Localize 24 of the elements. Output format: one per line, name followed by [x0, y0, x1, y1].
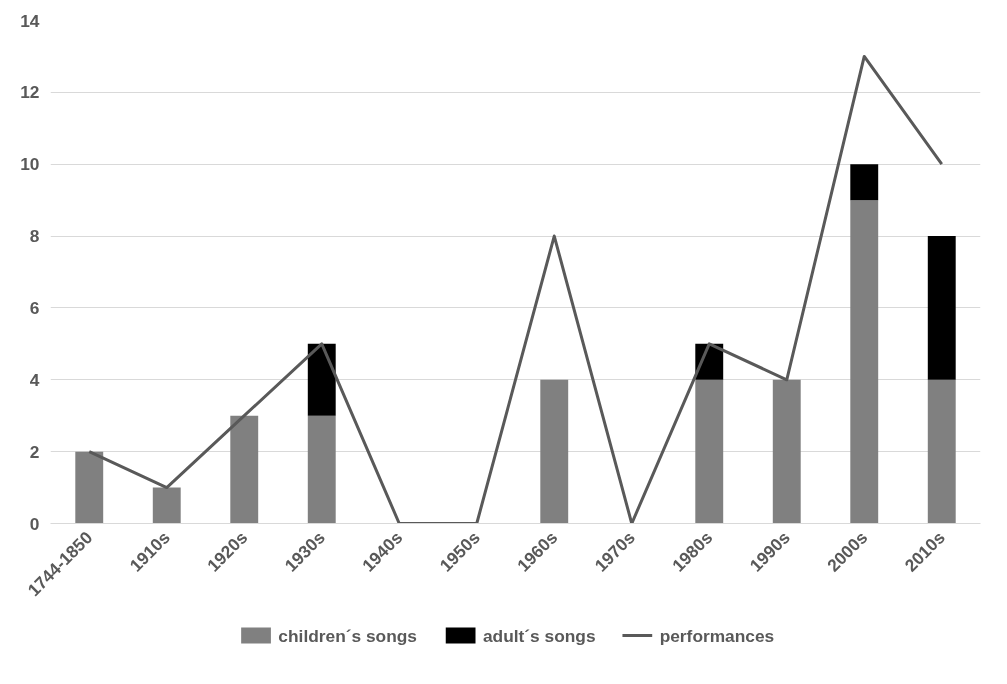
bar [850, 200, 879, 524]
y-tick-label: 4 [29, 369, 40, 390]
bar [75, 451, 104, 524]
bar [927, 379, 956, 524]
legend-label: adult´s songs [482, 625, 596, 646]
bar [772, 379, 801, 524]
y-tick-label: 2 [29, 441, 40, 462]
bar [152, 487, 181, 524]
y-tick-label: 12 [20, 82, 40, 103]
bar [695, 379, 724, 524]
bar [307, 415, 336, 524]
bar [230, 415, 259, 524]
bar [850, 164, 879, 201]
legend-label: performances [659, 625, 775, 646]
y-tick-label: 0 [29, 513, 40, 534]
bar [540, 379, 569, 524]
y-tick-label: 6 [29, 297, 40, 318]
y-tick-label: 8 [29, 226, 40, 247]
y-tick-label: 10 [20, 154, 40, 175]
bar [927, 236, 956, 380]
legend-label: children´s songs [278, 625, 418, 646]
line-series [87, 54, 944, 524]
y-tick-label: 14 [20, 10, 40, 31]
bar [307, 343, 336, 416]
